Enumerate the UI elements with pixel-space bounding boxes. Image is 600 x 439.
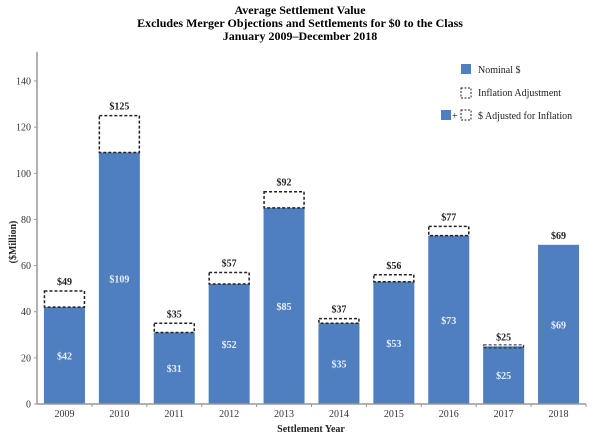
bar-nominal-2014 [318,323,360,404]
data-label-nominal: $69 [551,320,566,331]
bar-inflation-adjustment-2012 [208,271,250,285]
data-label-nominal: $35 [331,360,346,371]
data-label-adjusted: $57 [222,258,237,269]
chart-subtitle: Excludes Merger Objections and Settlemen… [137,16,463,30]
bar-nominal-2017 [483,346,525,404]
bar-nominal-2018 [538,244,580,404]
data-label-nominal: $42 [57,352,72,363]
bar-nominal-2009 [43,307,85,404]
data-label-adjusted: $25 [496,332,511,343]
x-tick-label: 2009 [54,409,74,420]
data-label-nominal: $53 [386,339,401,350]
data-label-nominal: $25 [496,371,511,382]
data-label-adjusted: $37 [331,305,346,316]
y-tick-label: 100 [16,169,31,180]
y-axis-title: ($Million) [8,221,19,264]
x-tick-label: 2018 [549,409,569,420]
x-tick-label: 2017 [494,409,514,420]
bar-inflation-adjustment-2009 [43,290,86,308]
data-label-adjusted: $77 [441,212,456,223]
bar-nominal-2011 [153,332,195,404]
y-tick-label: 120 [16,123,31,134]
legend-plus: + [452,111,458,122]
data-label-adjusted: $125 [109,102,129,113]
legend-swatch-inflation [460,87,472,99]
y-tick-label: 80 [21,215,31,226]
legend-swatch-adjusted-dashed [460,109,472,121]
data-label-nominal: $109 [109,274,129,285]
legend-label-adjusted: $ Adjusted for Inflation [478,111,572,122]
legend-label-nominal: Nominal $ [478,65,521,76]
data-label-nominal: $52 [222,340,237,351]
x-tick-label: 2013 [274,409,294,420]
data-label-adjusted: $49 [57,277,72,288]
x-tick-label: 2011 [164,409,184,420]
y-tick-label: 20 [21,353,31,364]
x-tick-label: 2015 [384,409,404,420]
bar-inflation-adjustment-2011 [153,322,195,334]
bar-inflation-adjustment-2016 [428,225,470,237]
x-tick-label: 2012 [219,409,239,420]
bar-nominal-2016 [428,235,470,404]
y-tick-label: 140 [16,77,31,88]
legend-swatch-nominal [461,64,471,74]
x-tick-label: 2016 [439,409,459,420]
y-tick-label: 0 [26,400,31,411]
bar-inflation-adjustment-2017 [483,344,525,349]
bar-nominal-2012 [208,284,250,404]
data-label-adjusted: $69 [551,231,566,242]
legend-label-inflation: Inflation Adjustment [478,88,561,99]
data-label-adjusted: $56 [386,261,401,272]
bar-inflation-adjustment-2013 [263,190,305,209]
bar-inflation-adjustment-2014 [318,317,360,324]
data-label-adjusted: $92 [277,178,292,189]
data-label-nominal: $85 [277,302,292,313]
data-label-adjusted: $35 [167,309,182,320]
bar-inflation-adjustment-2015 [373,274,415,283]
chart-date-range: January 2009–December 2018 [222,29,378,43]
y-tick-label: 60 [21,261,31,272]
bar-nominal-2015 [373,281,415,404]
data-label-nominal: $73 [441,316,456,327]
chart-title: Average Settlement Value [234,3,366,17]
bars: $49 $42 $125 $109 $35 $31 $57 $52 $92 $85 $37 $35 $5… [43,102,580,404]
bar-inflation-adjustment-2010 [98,114,141,154]
y-tick-label: 40 [21,307,31,318]
x-tick-label: 2010 [109,409,129,420]
x-tick-label: 2014 [329,409,349,420]
legend-swatch-adjusted-solid [441,110,451,120]
x-axis-title: Settlement Year [277,424,345,435]
bar-nominal-2010 [98,152,140,404]
x-axis: 2009 2010 2011 2012 2013 2014 2015 2016 2017 2018 [37,403,587,420]
bar-nominal-2013 [263,207,305,404]
y-axis: 0 20 40 60 80 100 120 140 [16,51,38,411]
legend: Nominal $ Inflation Adjustment + $ Adjusted… [441,64,572,122]
data-label-nominal: $31 [167,364,182,375]
